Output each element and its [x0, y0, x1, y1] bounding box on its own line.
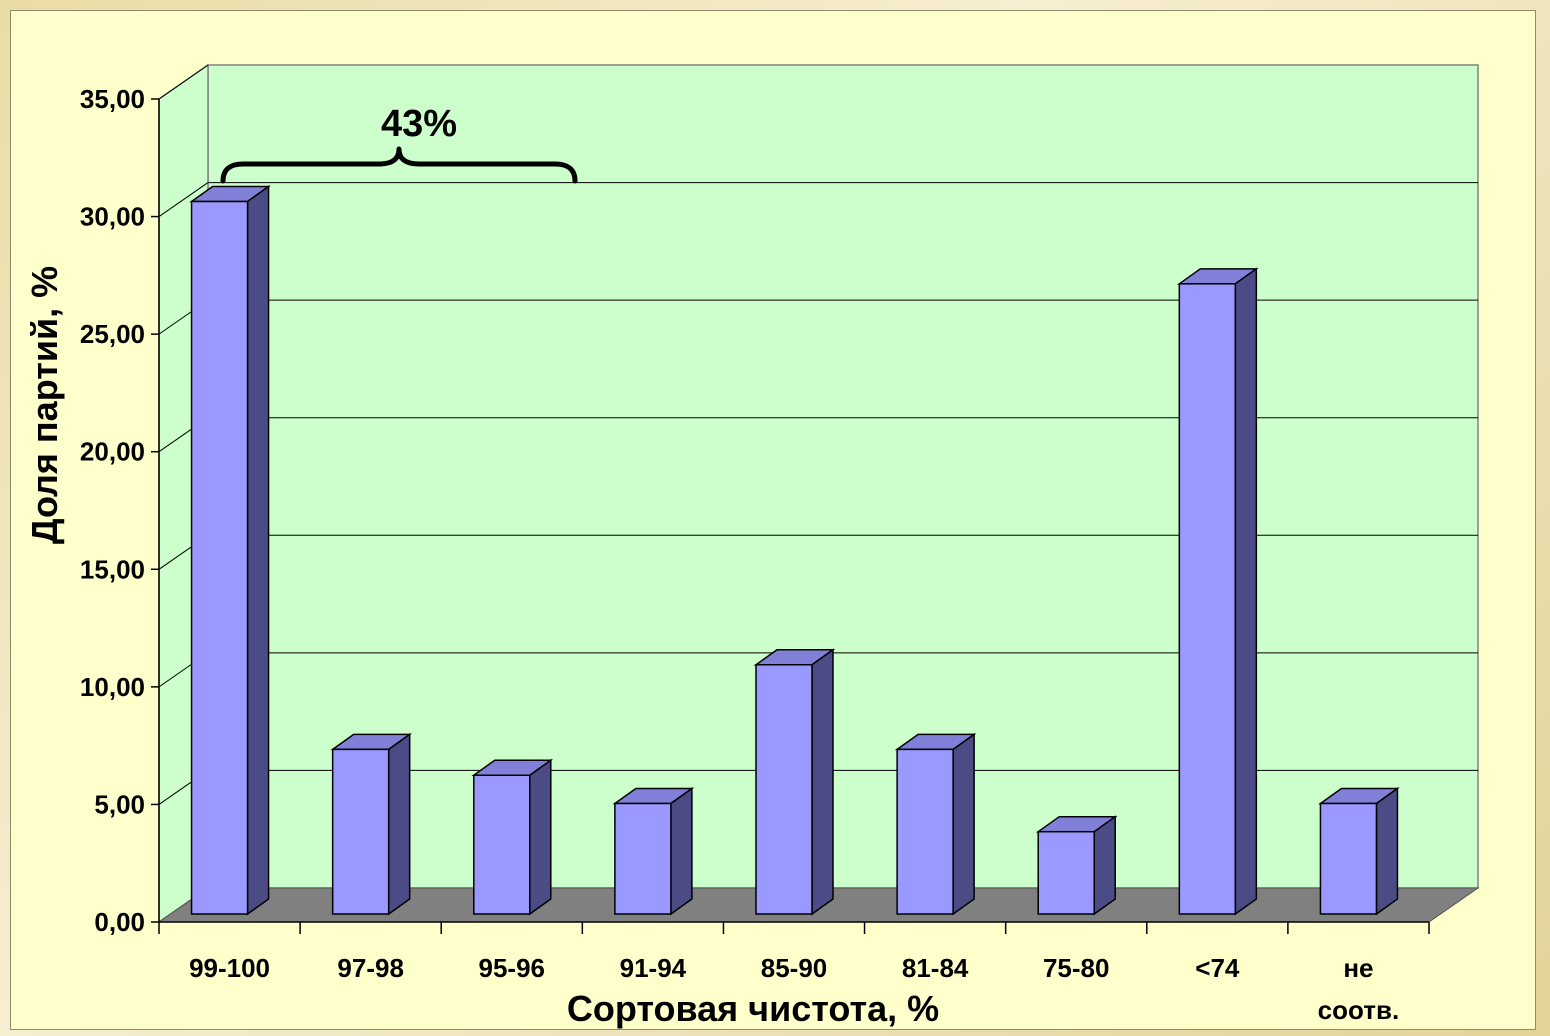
y-axis-title: Доля партий, % — [24, 266, 65, 544]
bar-front — [331, 748, 390, 915]
bar-side — [670, 787, 693, 916]
y-tick-label: 35,00 — [80, 84, 145, 114]
bar — [612, 787, 695, 916]
y-tick-label: 20,00 — [80, 437, 145, 467]
bar — [1318, 787, 1400, 916]
bar-front — [755, 663, 813, 915]
bar-front — [190, 200, 249, 915]
curly-brace — [220, 146, 578, 184]
x-category-label: 85-90 — [761, 953, 828, 983]
bar-side — [529, 758, 552, 916]
y-tick-label: 30,00 — [80, 202, 145, 232]
gridline-side — [158, 182, 209, 217]
column-chart: 0,00 5,00 10,00 15,00 20,00 25,00 30,00 35,00 99… — [24, 63, 1480, 1029]
bar-side — [952, 732, 975, 916]
x-category-label: не соотв. — [1318, 953, 1400, 1025]
y-tick-label: 5,00 — [94, 789, 145, 819]
gridline-side — [158, 64, 209, 100]
y-tick-label: 15,00 — [80, 554, 145, 584]
bar — [189, 185, 271, 916]
chart-area: 0,00 5,00 10,00 15,00 20,00 25,00 30,00 35,00 99… — [10, 10, 1536, 1030]
annotation-label: 43% — [381, 103, 457, 145]
x-category-label: 75-80 — [1043, 953, 1110, 983]
bar — [330, 732, 413, 916]
y-tick-label: 25,00 — [80, 319, 145, 349]
bar-front — [1319, 802, 1378, 915]
x-category-label: 81-84 — [902, 953, 969, 983]
x-category-label: 95-96 — [479, 953, 546, 983]
y-tick-label: 0,00 — [94, 907, 145, 937]
bar — [471, 758, 554, 916]
bar-front — [614, 802, 672, 915]
y-tick-label: 10,00 — [80, 672, 145, 702]
x-category-label: 91-94 — [620, 953, 687, 983]
bar-front — [473, 774, 531, 915]
x-category-label: <74 — [1195, 953, 1240, 983]
bar-side — [811, 648, 834, 916]
bar — [894, 732, 977, 916]
x-axis-title: Сортовая чистота, % — [567, 988, 939, 1029]
bar-front — [896, 748, 954, 915]
bar-side — [1375, 787, 1399, 916]
bar-front — [1178, 283, 1237, 915]
x-category-label-line: не — [1343, 953, 1373, 983]
bar-front — [1037, 830, 1095, 915]
x-category-label: 97-98 — [337, 953, 404, 983]
x-category-label-line: соотв. — [1318, 995, 1400, 1025]
bar-side — [1093, 815, 1116, 916]
bar-side — [246, 185, 270, 916]
bar-side — [1234, 267, 1258, 916]
x-category-label: 99-100 — [189, 953, 270, 983]
bar — [1035, 815, 1118, 916]
bar — [753, 648, 836, 916]
bar — [1176, 267, 1259, 916]
bar-side — [387, 732, 411, 916]
